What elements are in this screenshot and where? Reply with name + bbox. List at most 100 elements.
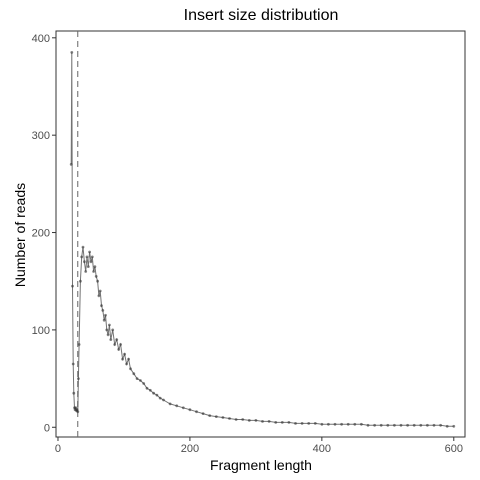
data-point — [202, 412, 205, 415]
data-point — [156, 394, 159, 397]
data-point — [72, 363, 75, 366]
data-point — [255, 419, 258, 422]
data-point — [162, 399, 165, 402]
x-tick-label: 0 — [55, 443, 61, 455]
data-point — [433, 424, 436, 427]
data-point — [314, 422, 317, 425]
data-point — [360, 423, 363, 426]
data-point — [195, 410, 198, 413]
data-point — [108, 324, 111, 327]
data-point — [123, 353, 126, 356]
data-point — [111, 329, 114, 332]
data-point — [84, 270, 87, 273]
data-point — [446, 425, 449, 428]
data-point — [426, 424, 429, 427]
data-point — [100, 304, 103, 307]
data-point — [109, 338, 112, 341]
data-point — [121, 358, 124, 361]
data-point — [101, 309, 104, 312]
data-point — [71, 285, 74, 288]
data-point — [189, 408, 192, 411]
data-point — [83, 260, 86, 263]
data-point — [386, 424, 389, 427]
data-point — [413, 424, 416, 427]
data-point — [452, 425, 455, 428]
data-point — [175, 404, 178, 407]
data-point — [215, 415, 218, 418]
data-point — [79, 280, 82, 283]
data-point — [82, 246, 85, 249]
data-point — [208, 414, 211, 417]
data-point — [222, 416, 225, 419]
y-tick-label: 100 — [32, 325, 50, 337]
data-point — [117, 348, 120, 351]
data-point — [334, 423, 337, 426]
data-point — [107, 333, 110, 336]
data-point — [132, 372, 135, 375]
plot-area: 0 200 400 600 0 100 200 300 400 — [32, 31, 465, 455]
data-point — [104, 314, 107, 317]
data-point — [88, 251, 91, 254]
data-point — [95, 275, 98, 278]
data-point — [78, 343, 81, 346]
y-axis-label: Number of reads — [12, 183, 28, 287]
data-point — [77, 377, 80, 380]
y-tick-label: 300 — [32, 130, 50, 142]
data-point — [149, 389, 152, 392]
x-tick-label: 400 — [313, 443, 331, 455]
data-point — [142, 382, 145, 385]
data-point — [119, 343, 122, 346]
data-point — [347, 423, 350, 426]
data-point — [70, 51, 73, 54]
data-point — [90, 260, 93, 263]
series-line — [71, 52, 454, 426]
data-point — [125, 363, 128, 366]
data-point — [91, 256, 94, 259]
y-tick-label: 400 — [32, 33, 50, 45]
data-point — [182, 406, 185, 409]
data-point — [307, 422, 310, 425]
data-point — [367, 424, 370, 427]
data-point — [92, 270, 95, 273]
data-point — [353, 423, 356, 426]
data-point — [80, 256, 83, 259]
data-point — [86, 256, 89, 259]
data-point — [235, 418, 238, 421]
plot-panel-border — [56, 31, 465, 437]
data-point — [281, 421, 284, 424]
y-tick-label: 200 — [32, 228, 50, 240]
data-point — [274, 421, 277, 424]
data-point — [321, 423, 324, 426]
data-point — [340, 423, 343, 426]
data-point — [261, 420, 264, 423]
data-point — [228, 417, 231, 420]
data-point — [72, 392, 75, 395]
data-point — [113, 343, 116, 346]
data-point — [98, 294, 101, 297]
x-axis-label: Fragment length — [210, 457, 312, 473]
x-tick-label: 600 — [445, 443, 463, 455]
data-point — [288, 421, 291, 424]
chart-title: Insert size distribution — [184, 7, 339, 24]
data-point — [136, 377, 139, 380]
y-tick-label: 0 — [44, 422, 50, 434]
data-point — [406, 424, 409, 427]
data-point — [248, 419, 251, 422]
data-point — [115, 338, 118, 341]
data-point — [152, 392, 155, 395]
data-point — [70, 163, 73, 166]
data-point — [159, 397, 162, 400]
data-point — [96, 280, 99, 283]
data-point — [94, 265, 97, 268]
data-point — [294, 422, 297, 425]
data-point — [127, 358, 130, 361]
data-point — [393, 424, 396, 427]
data-point — [103, 319, 106, 322]
data-point — [99, 290, 102, 293]
data-point — [419, 424, 422, 427]
data-point — [87, 265, 90, 268]
data-point — [139, 379, 142, 382]
data-point — [268, 420, 271, 423]
data-point — [439, 424, 442, 427]
